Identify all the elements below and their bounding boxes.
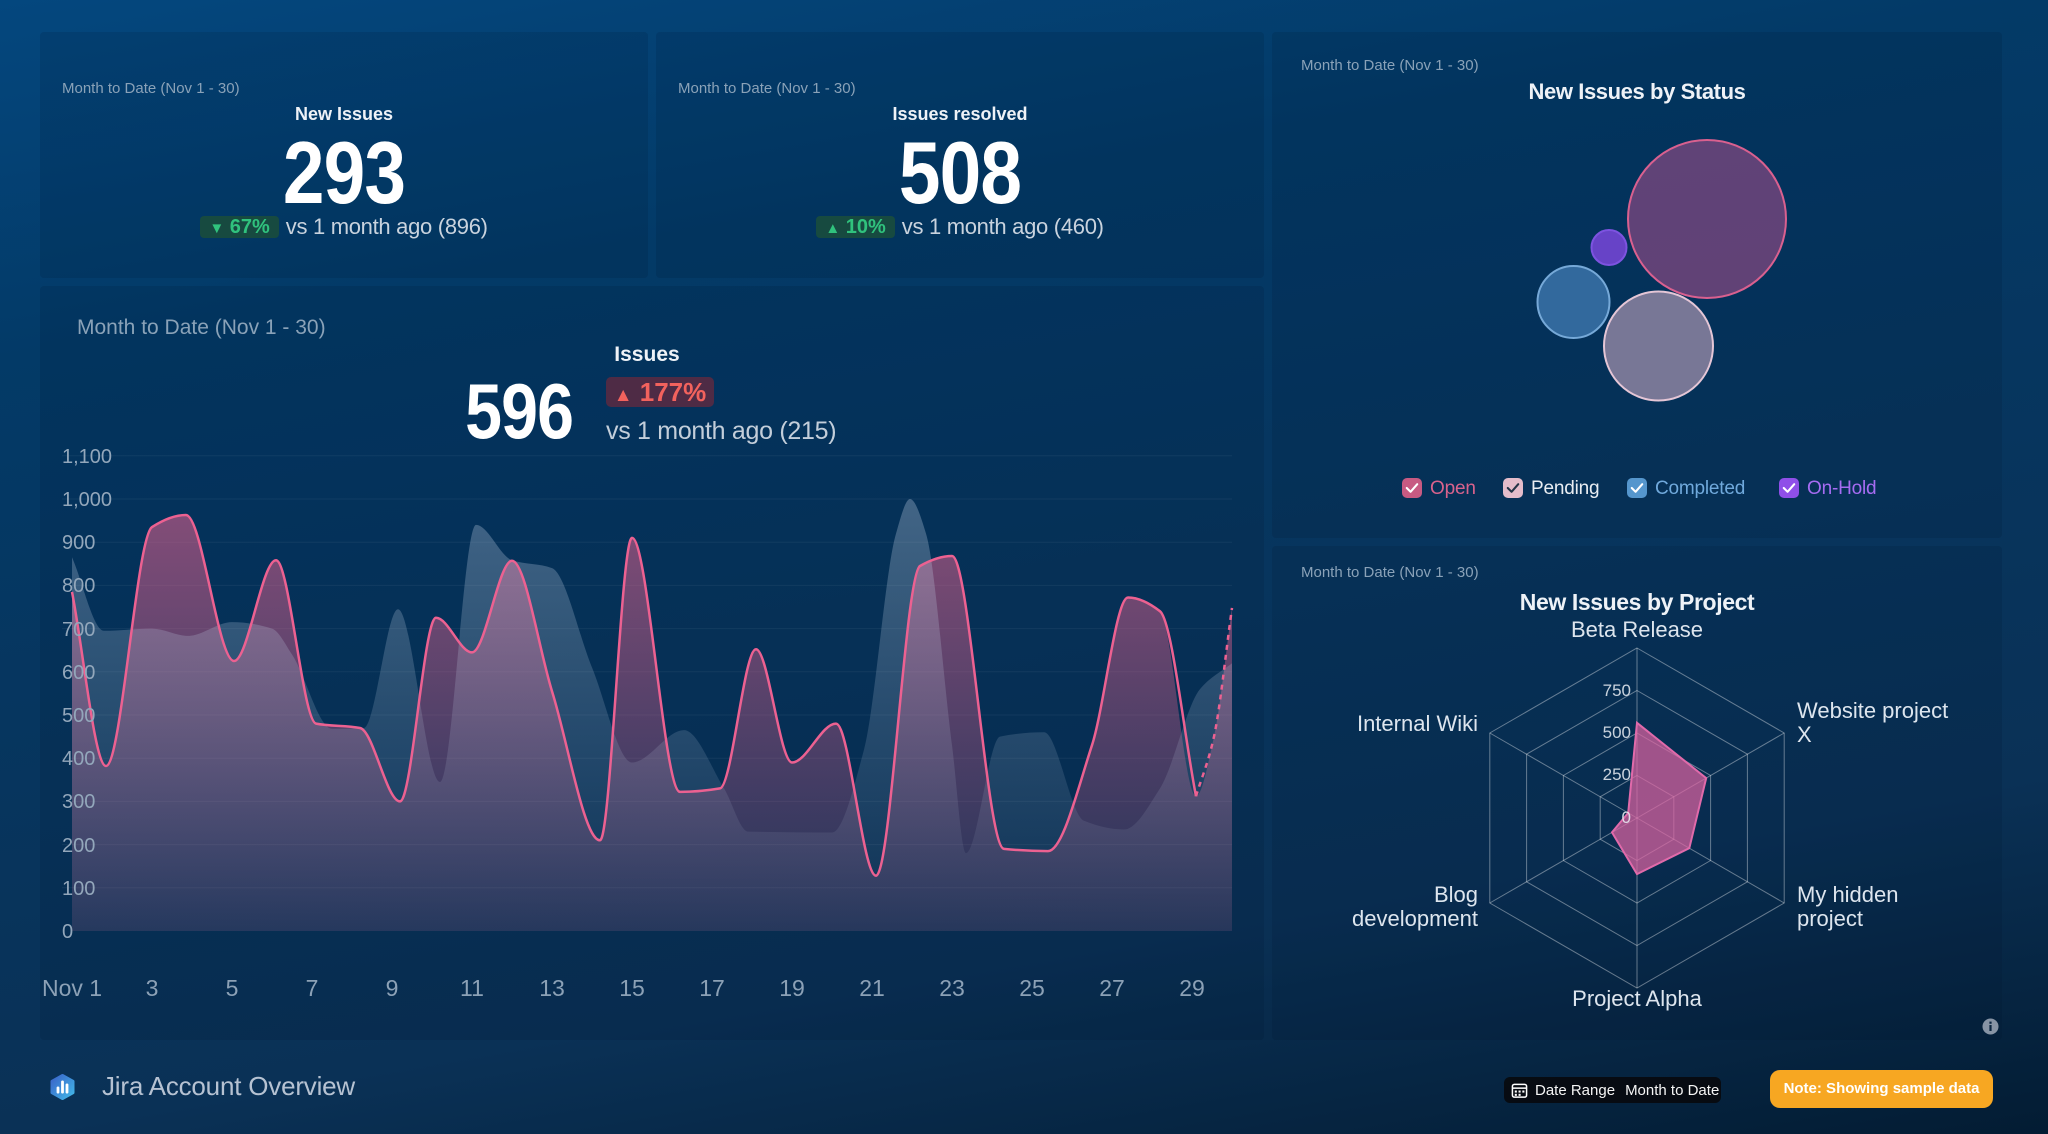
- svg-text:29: 29: [1179, 975, 1205, 1001]
- svg-text:750: 750: [1603, 681, 1631, 700]
- svg-text:250: 250: [1603, 765, 1631, 784]
- svg-text:23: 23: [939, 975, 965, 1001]
- svg-text:15: 15: [619, 975, 645, 1001]
- svg-text:1,100: 1,100: [62, 446, 112, 468]
- svg-text:3: 3: [146, 975, 159, 1001]
- svg-text:500: 500: [62, 705, 95, 727]
- svg-text:0: 0: [62, 921, 73, 943]
- svg-text:900: 900: [62, 532, 95, 554]
- svg-text:1,000: 1,000: [62, 489, 112, 511]
- svg-text:700: 700: [62, 619, 95, 641]
- svg-text:27: 27: [1099, 975, 1125, 1001]
- svg-text:7: 7: [306, 975, 319, 1001]
- svg-text:300: 300: [62, 791, 95, 813]
- svg-text:21: 21: [859, 975, 885, 1001]
- svg-text:5: 5: [226, 975, 239, 1001]
- svg-text:500: 500: [1603, 723, 1631, 742]
- svg-text:200: 200: [62, 835, 95, 857]
- svg-text:17: 17: [699, 975, 725, 1001]
- svg-text:25: 25: [1019, 975, 1045, 1001]
- svg-text:600: 600: [62, 662, 95, 684]
- svg-text:9: 9: [386, 975, 399, 1001]
- svg-text:0: 0: [1622, 808, 1631, 827]
- svg-text:19: 19: [779, 975, 805, 1001]
- svg-text:11: 11: [460, 975, 484, 1001]
- svg-text:400: 400: [62, 748, 95, 770]
- svg-text:Nov 1: Nov 1: [42, 975, 102, 1001]
- svg-text:800: 800: [62, 575, 95, 597]
- svg-text:100: 100: [62, 878, 95, 900]
- svg-text:13: 13: [539, 975, 565, 1001]
